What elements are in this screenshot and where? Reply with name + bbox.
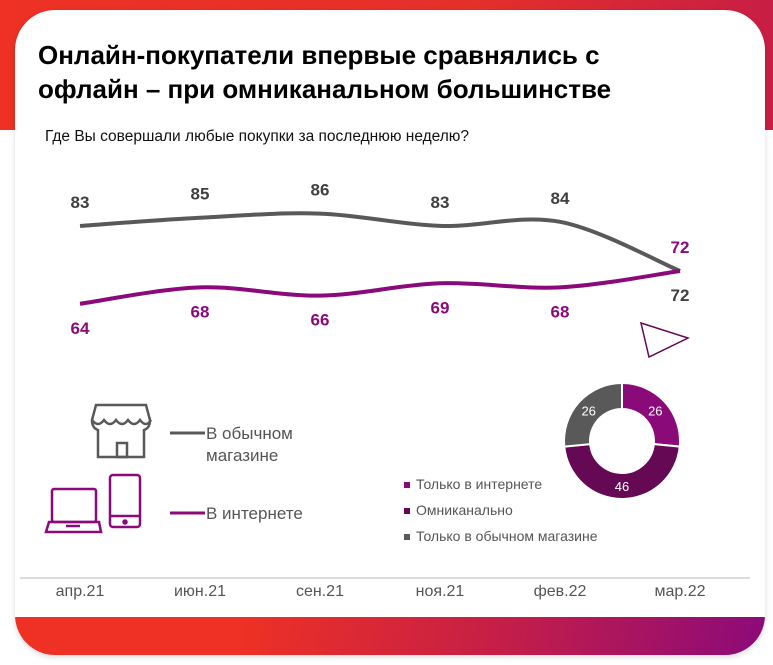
store-icon xyxy=(90,403,153,459)
bottom-gradient-band xyxy=(15,617,765,655)
data-label: 64 xyxy=(71,319,90,338)
legend-swatch xyxy=(404,508,410,515)
legend-online: В интернете xyxy=(206,504,303,523)
data-label: 68 xyxy=(191,302,210,321)
data-label: 83 xyxy=(431,193,450,212)
x-tick-label: мар.22 xyxy=(654,583,706,600)
donut-slice-label: 26 xyxy=(581,404,595,419)
donut-legend-offline: Только в обычном магазине xyxy=(404,528,597,544)
smartphone-icon xyxy=(108,473,142,529)
legend-offline-line1: В обычном xyxy=(206,424,293,443)
data-label: 85 xyxy=(191,185,210,204)
legend-offline-line2: магазине xyxy=(206,446,279,465)
online-series-line xyxy=(79,269,681,306)
x-tick-label: апр.21 xyxy=(55,583,105,600)
page-title: Онлайн-покупатели впервые сравнялись с о… xyxy=(38,38,738,106)
donut-slice xyxy=(563,442,681,500)
legend-label: Только в интернете xyxy=(416,476,543,492)
data-label: 72 xyxy=(671,238,690,257)
data-label: 84 xyxy=(551,189,570,208)
legend-offline: В обычном магазине xyxy=(206,423,293,467)
donut-legend-omni: Омниканально xyxy=(404,502,513,518)
legend-swatch xyxy=(404,482,410,489)
legend-swatch xyxy=(404,534,410,541)
data-label: 68 xyxy=(551,302,570,321)
x-tick-label: июн.21 xyxy=(173,583,226,600)
legend-label: Только в обычном магазине xyxy=(416,528,598,544)
chart-question: Где Вы совершали любые покупки за послед… xyxy=(45,128,470,145)
donut-slice-label: 46 xyxy=(615,479,629,494)
data-label: 83 xyxy=(71,193,90,212)
x-axis-line xyxy=(20,577,750,579)
data-label: 69 xyxy=(431,298,450,317)
slide-card xyxy=(15,10,765,655)
donut-slice-label: 26 xyxy=(648,404,662,419)
donut-legend-online: Только в интернете xyxy=(404,476,542,492)
title-line-2: офлайн – при омниканальном большинстве xyxy=(38,74,612,104)
x-tick-label: фев.22 xyxy=(533,583,587,600)
offline-series-line xyxy=(79,211,681,273)
title-line-1: Онлайн-покупатели впервые сравнялись с xyxy=(38,40,600,70)
data-label: 66 xyxy=(311,311,330,330)
data-label: 72 xyxy=(671,286,690,305)
laptop-icon xyxy=(44,487,103,534)
donut-slice xyxy=(563,381,623,448)
data-label: 86 xyxy=(311,181,330,200)
x-tick-label: сен.21 xyxy=(296,583,344,600)
play-triangle-icon xyxy=(639,321,691,359)
x-tick-label: ноя.21 xyxy=(415,583,465,600)
legend-label: Омниканально xyxy=(416,502,513,518)
